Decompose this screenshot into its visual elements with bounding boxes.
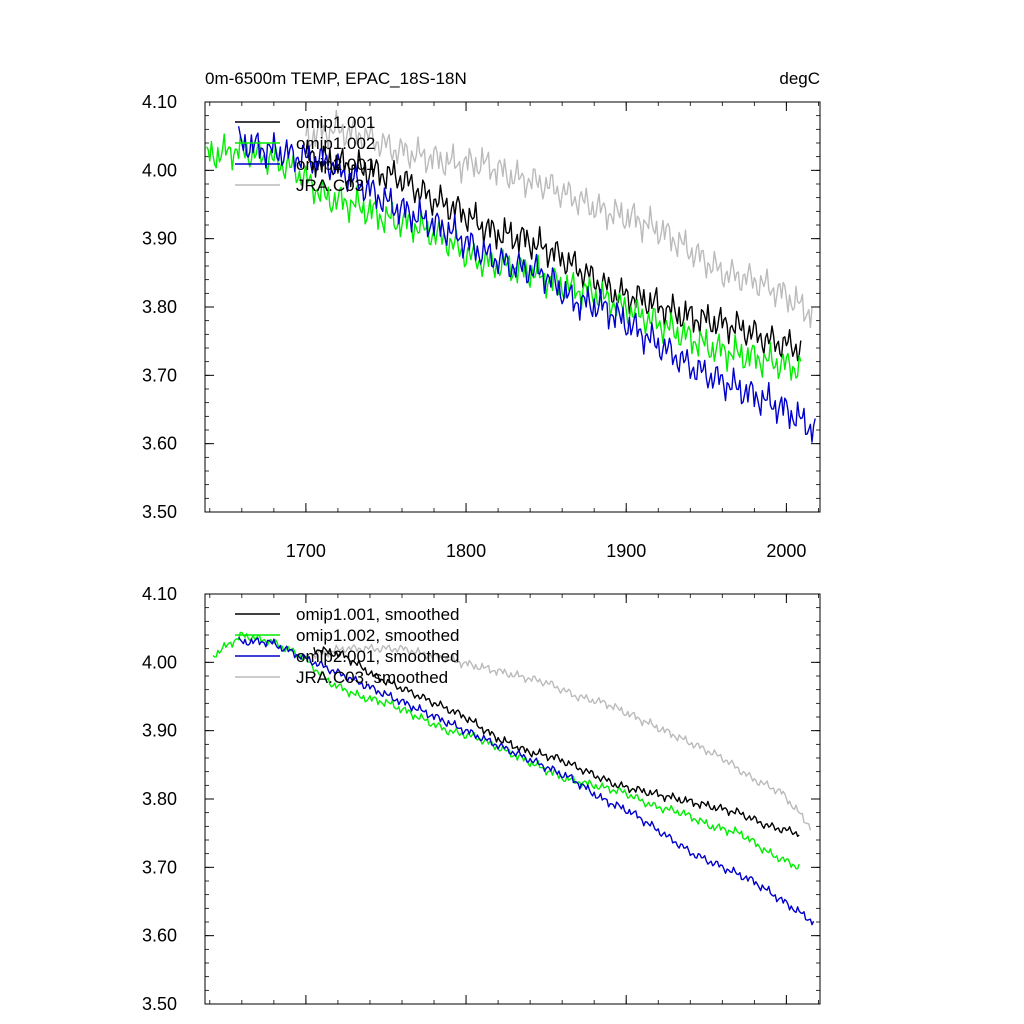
units-label: degC bbox=[779, 69, 820, 88]
y-axis-tick-labels: 3.50 3.60 3.70 3.80 3.90 4.00 4.10 bbox=[142, 92, 177, 522]
y-tick-label: 3.50 bbox=[142, 994, 177, 1014]
y-tick-label: 3.80 bbox=[142, 297, 177, 317]
time-series-panel-smoothed: 3.50 3.60 3.70 3.80 3.90 4.00 4.10 omip1.001, … bbox=[142, 584, 821, 1014]
y-axis-tick-labels: 3.50 3.60 3.70 3.80 3.90 4.00 4.10 bbox=[142, 584, 177, 1014]
axis-ticks bbox=[205, 593, 820, 1005]
y-tick-label: 3.80 bbox=[142, 789, 177, 809]
x-tick-label: 1700 bbox=[286, 541, 326, 561]
series-line bbox=[313, 646, 800, 837]
axis-ticks bbox=[205, 101, 820, 513]
y-tick-label: 4.00 bbox=[142, 652, 177, 672]
legend-label: omip1.001 bbox=[296, 113, 375, 132]
legend: omip1.001 omip1.002 omip2.001 JRA.C03 bbox=[235, 113, 375, 195]
y-tick-label: 4.00 bbox=[142, 160, 177, 180]
y-tick-label: 4.10 bbox=[142, 92, 177, 112]
x-tick-label: 1800 bbox=[446, 541, 486, 561]
time-series-panel-raw: 0m-6500m TEMP, EPAC_18S-18N degC 3.50 3.6… bbox=[142, 69, 821, 561]
y-tick-label: 3.70 bbox=[142, 857, 177, 877]
x-tick-label: 1900 bbox=[606, 541, 646, 561]
y-tick-label: 3.60 bbox=[142, 926, 177, 946]
y-tick-label: 3.90 bbox=[142, 229, 177, 249]
legend-label: omip1.001, smoothed bbox=[296, 605, 460, 624]
series-lines bbox=[205, 109, 816, 443]
series-line bbox=[238, 636, 815, 926]
y-tick-label: 3.90 bbox=[142, 721, 177, 741]
legend-label: omip2.001, smoothed bbox=[296, 647, 460, 666]
legend-label: omip2.001 bbox=[296, 155, 375, 174]
legend-label: omip1.002, smoothed bbox=[296, 626, 460, 645]
legend: omip1.001, smoothed omip1.002, smoothed om… bbox=[235, 605, 460, 687]
x-axis-tick-labels: 1700 1800 1900 2000 bbox=[286, 541, 807, 561]
series-lines bbox=[212, 631, 815, 926]
y-tick-label: 3.50 bbox=[142, 502, 177, 522]
chart-title: 0m-6500m TEMP, EPAC_18S-18N bbox=[205, 69, 467, 88]
series-line bbox=[305, 109, 813, 329]
x-tick-label: 2000 bbox=[766, 541, 806, 561]
legend-label: JRA.C03 bbox=[296, 176, 364, 195]
series-line bbox=[305, 139, 802, 362]
legend-label: JRA.C03, smoothed bbox=[296, 668, 448, 687]
series-line bbox=[237, 126, 816, 443]
series-line bbox=[313, 643, 812, 831]
series-line bbox=[205, 133, 802, 381]
y-tick-label: 3.70 bbox=[142, 365, 177, 385]
y-tick-label: 3.60 bbox=[142, 434, 177, 454]
y-tick-label: 4.10 bbox=[142, 584, 177, 604]
legend-label: omip1.002 bbox=[296, 134, 375, 153]
